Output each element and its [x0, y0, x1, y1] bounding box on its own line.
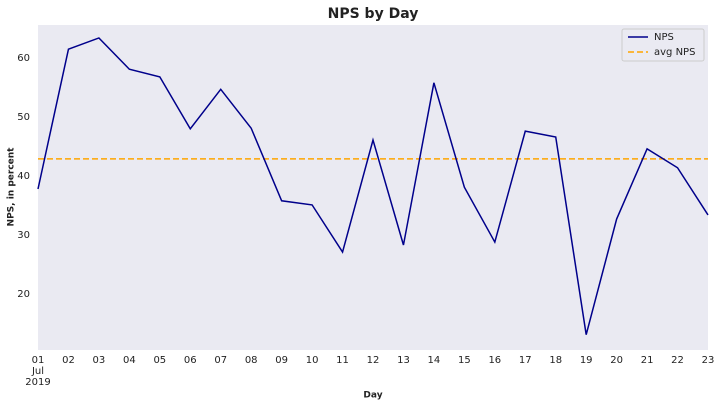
x-tick-label: 11: [336, 355, 349, 366]
x-tick-label: 12: [367, 355, 380, 366]
x-tick-label: 10: [306, 355, 319, 366]
x-tick-label: 05: [153, 355, 166, 366]
y-tick-label: 30: [17, 230, 30, 241]
x-tick-label: 14: [428, 355, 441, 366]
x-tick-label: 08: [245, 355, 258, 366]
x-tick-label: 07: [214, 355, 227, 366]
x-tick-label: 09: [275, 355, 288, 366]
y-tick-label: 60: [17, 53, 30, 64]
x-tick-year: 2019: [25, 377, 50, 388]
x-tick-label: 03: [93, 355, 106, 366]
legend-label: avg NPS: [654, 47, 695, 58]
x-tick-label: 16: [488, 355, 501, 366]
plot-area: [38, 25, 708, 350]
x-tick-label: 01: [32, 355, 45, 366]
x-tick-label: 17: [519, 355, 532, 366]
x-tick-label: 20: [610, 355, 623, 366]
x-tick-label: 19: [580, 355, 593, 366]
x-tick-label: 13: [397, 355, 410, 366]
x-tick-label: 06: [184, 355, 197, 366]
y-tick-label: 40: [17, 171, 30, 182]
x-tick-month: Jul: [31, 366, 44, 377]
x-tick-label: 02: [62, 355, 75, 366]
x-tick-label: 22: [671, 355, 684, 366]
line: [37, 37, 709, 335]
x-tick-label: 23: [702, 355, 715, 366]
chart-title: NPS by Day: [328, 6, 419, 22]
y-tick-label: 50: [17, 112, 30, 123]
legend-label: NPS: [654, 32, 674, 43]
y-tick-label: 20: [17, 289, 30, 300]
x-tick-label: 21: [641, 355, 654, 366]
x-axis-label: Day: [363, 391, 382, 401]
x-tick-label: 15: [458, 355, 471, 366]
x-tick-label: 04: [123, 355, 136, 366]
x-tick-label: 18: [549, 355, 562, 366]
y-axis-label: NPS, in percent: [7, 147, 17, 227]
